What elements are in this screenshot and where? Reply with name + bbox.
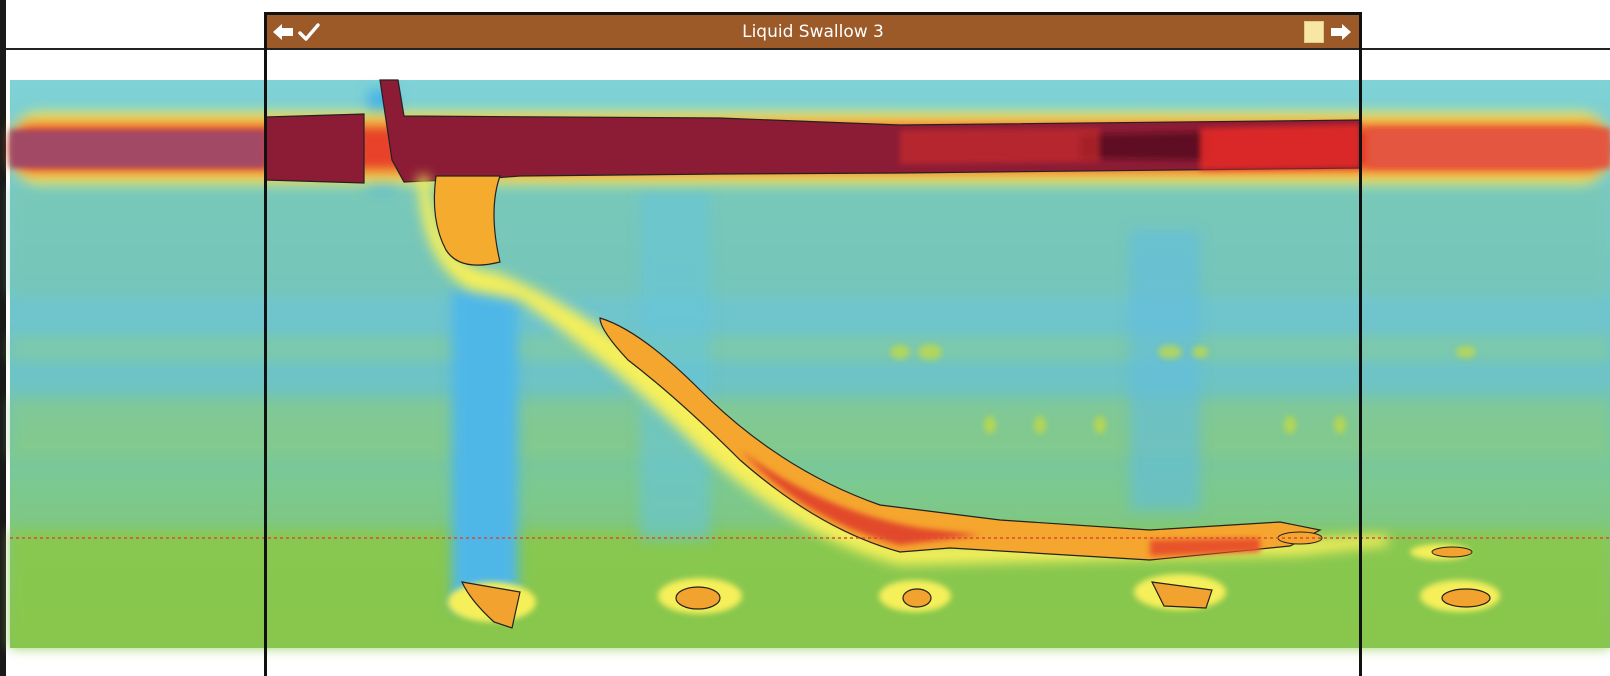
arrow-right-icon bbox=[1331, 23, 1351, 40]
peristaltic-wave bbox=[418, 175, 1390, 565]
arrow-left-icon bbox=[273, 23, 293, 40]
square-icon bbox=[1304, 20, 1324, 43]
ues-band bbox=[10, 79, 1610, 184]
forward-button[interactable] bbox=[1329, 19, 1353, 44]
left-edge-bar bbox=[0, 0, 6, 676]
header-divider bbox=[6, 48, 1610, 50]
window-titlebar: Liquid Swallow 3 bbox=[267, 15, 1359, 48]
marker-toggle-button[interactable] bbox=[1303, 19, 1325, 44]
checkmark-icon bbox=[298, 22, 320, 41]
back-button[interactable] bbox=[271, 19, 295, 44]
baseline-tint bbox=[10, 186, 1610, 648]
les-pressure-islands bbox=[448, 544, 1500, 629]
window-title: Liquid Swallow 3 bbox=[742, 21, 884, 42]
ues-high-pressure bbox=[265, 113, 365, 184]
minor-pressure-dots bbox=[890, 344, 1476, 434]
accept-button[interactable] bbox=[297, 19, 321, 44]
